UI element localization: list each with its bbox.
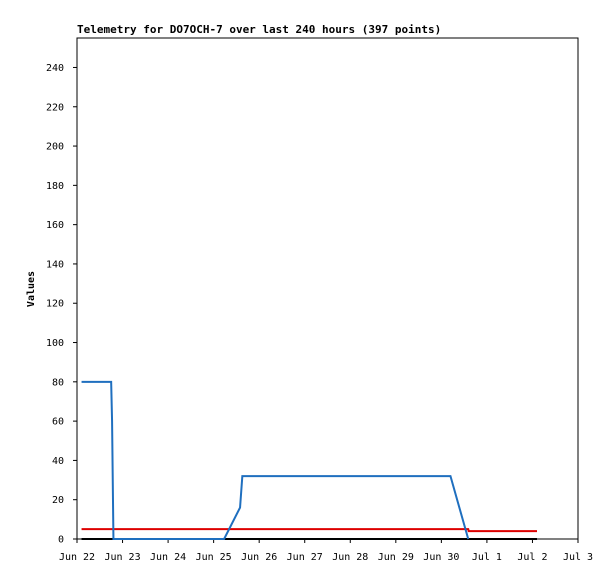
x-tick-label: Jun 27 bbox=[287, 552, 323, 563]
x-tick-label: Jul 3 bbox=[563, 552, 593, 563]
data-line bbox=[81, 380, 470, 540]
x-tick-label: Jun 30 bbox=[423, 552, 459, 563]
y-tick-label: 80 bbox=[52, 377, 64, 388]
x-tick-label: Jun 23 bbox=[104, 552, 140, 563]
x-tick-label: Jun 29 bbox=[378, 552, 414, 563]
chart-title: Telemetry for DO7OCH-7 over last 240 hou… bbox=[77, 23, 441, 36]
x-tick-label: Jun 25 bbox=[196, 552, 232, 563]
y-axis-label: Values bbox=[26, 271, 37, 307]
x-tick-label: Jul 1 bbox=[472, 552, 502, 563]
plot-frame bbox=[76, 37, 579, 540]
y-tick-label: 60 bbox=[52, 417, 64, 428]
x-tick-label: Jun 26 bbox=[241, 552, 277, 563]
y-tick-label: 0 bbox=[58, 535, 64, 546]
y-tick-label: 200 bbox=[46, 142, 64, 153]
y-tick-label: 140 bbox=[46, 259, 64, 270]
y-tick-label: 20 bbox=[52, 495, 64, 506]
x-tick-label: Jun 28 bbox=[332, 552, 368, 563]
x-tick-label: Jul 2 bbox=[517, 552, 547, 563]
y-tick-label: 120 bbox=[46, 299, 64, 310]
y-tick-label: 40 bbox=[52, 456, 64, 467]
y-tick-label: 100 bbox=[46, 338, 64, 349]
y-tick-label: 240 bbox=[46, 63, 64, 74]
x-tick-label: Jun 24 bbox=[150, 552, 186, 563]
data-line bbox=[81, 528, 538, 533]
x-tick-label: Jun 22 bbox=[59, 552, 95, 563]
y-tick-label: 220 bbox=[46, 102, 64, 113]
y-tick-label: 160 bbox=[46, 220, 64, 231]
y-tick-label: 180 bbox=[46, 181, 64, 192]
